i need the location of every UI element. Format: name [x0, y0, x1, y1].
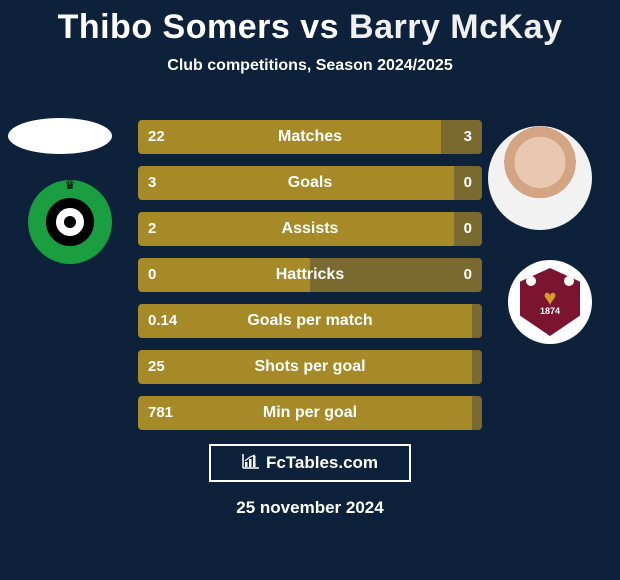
stats-table: 223Matches 30Goals 20Assists 00Hattricks 0.1…: [138, 120, 482, 442]
hearts-shield-icon: ♥ 1874: [520, 268, 580, 336]
chart-icon: [242, 453, 260, 474]
stat-label: Shots per goal: [138, 350, 482, 384]
player2-name: Barry McKay: [349, 8, 562, 46]
ball-icon: [526, 276, 536, 286]
club-ring-icon: [46, 198, 94, 246]
player1-photo: [8, 118, 112, 154]
stat-label: Min per goal: [138, 396, 482, 430]
brand-text: FcTables.com: [266, 453, 378, 473]
brand-box: FcTables.com: [209, 444, 411, 482]
player2-club-badge: ♥ 1874: [508, 260, 592, 344]
stat-label: Goals: [138, 166, 482, 200]
crown-icon: ♛: [65, 178, 76, 192]
snapshot-date: 25 november 2024: [0, 498, 620, 518]
stat-label: Matches: [138, 120, 482, 154]
club-dot-icon: [64, 216, 76, 228]
stat-row: 30Goals: [138, 166, 482, 200]
player2-photo: [488, 126, 592, 230]
stat-row: 223Matches: [138, 120, 482, 154]
stat-row: 0.14Goals per match: [138, 304, 482, 338]
stat-row: 00Hattricks: [138, 258, 482, 292]
vs-label: vs: [300, 8, 339, 46]
ball-icon: [564, 276, 574, 286]
stat-row: 781Min per goal: [138, 396, 482, 430]
stat-label: Hattricks: [138, 258, 482, 292]
club-year: 1874: [520, 306, 580, 316]
player1-name: Thibo Somers: [58, 8, 291, 46]
stat-label: Assists: [138, 212, 482, 246]
stat-label: Goals per match: [138, 304, 482, 338]
comparison-title: Thibo Somers vs Barry McKay: [0, 0, 620, 47]
stat-row: 20Assists: [138, 212, 482, 246]
season-subtitle: Club competitions, Season 2024/2025: [0, 57, 620, 75]
player1-club-badge: ♛: [28, 180, 112, 264]
stat-row: 25Shots per goal: [138, 350, 482, 384]
